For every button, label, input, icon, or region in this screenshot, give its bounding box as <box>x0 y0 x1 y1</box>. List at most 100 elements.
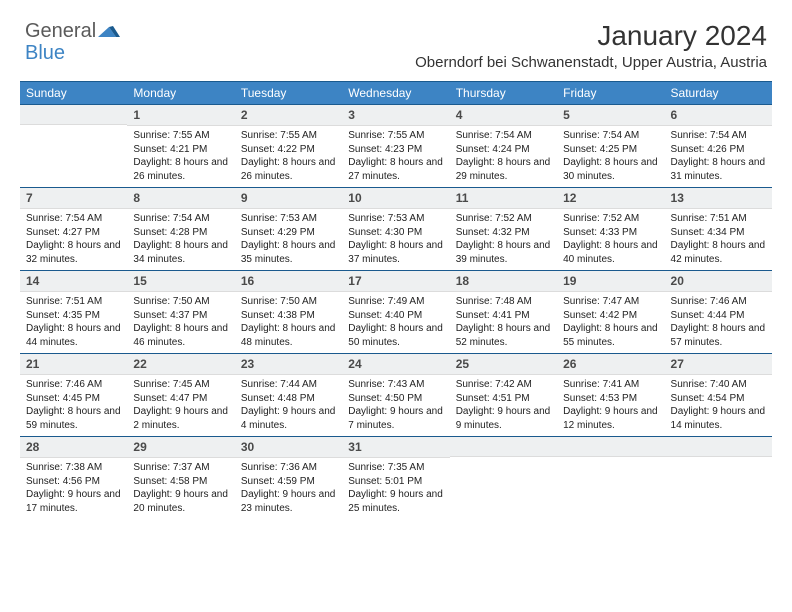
daylight-text: Daylight: 8 hours and 35 minutes. <box>241 239 336 266</box>
sunrise-text: Sunrise: 7:51 AM <box>671 212 766 226</box>
day-cell: 7Sunrise: 7:54 AMSunset: 4:27 PMDaylight… <box>20 188 127 270</box>
day-number: 2 <box>235 105 342 126</box>
calendar-table: SundayMondayTuesdayWednesdayThursdayFrid… <box>20 81 772 519</box>
day-number: 18 <box>450 271 557 292</box>
sunset-text: Sunset: 4:41 PM <box>456 309 551 323</box>
week-row: 1Sunrise: 7:55 AMSunset: 4:21 PMDaylight… <box>20 104 772 187</box>
daylight-text: Daylight: 8 hours and 59 minutes. <box>26 405 121 432</box>
daylight-text: Daylight: 8 hours and 52 minutes. <box>456 322 551 349</box>
day-cell: 28Sunrise: 7:38 AMSunset: 4:56 PMDayligh… <box>20 437 127 519</box>
week-row: 7Sunrise: 7:54 AMSunset: 4:27 PMDaylight… <box>20 187 772 270</box>
sunset-text: Sunset: 4:23 PM <box>348 143 443 157</box>
sunset-text: Sunset: 4:45 PM <box>26 392 121 406</box>
day-info: Sunrise: 7:54 AMSunset: 4:26 PMDaylight:… <box>665 126 772 187</box>
sunrise-text: Sunrise: 7:54 AM <box>26 212 121 226</box>
day-number: 14 <box>20 271 127 292</box>
day-cell <box>557 437 664 519</box>
daylight-text: Daylight: 8 hours and 50 minutes. <box>348 322 443 349</box>
daylight-text: Daylight: 9 hours and 23 minutes. <box>241 488 336 515</box>
day-cell: 10Sunrise: 7:53 AMSunset: 4:30 PMDayligh… <box>342 188 449 270</box>
week-row: 14Sunrise: 7:51 AMSunset: 4:35 PMDayligh… <box>20 270 772 353</box>
day-cell: 14Sunrise: 7:51 AMSunset: 4:35 PMDayligh… <box>20 271 127 353</box>
empty-day <box>665 437 772 457</box>
sunset-text: Sunset: 5:01 PM <box>348 475 443 489</box>
day-cell: 8Sunrise: 7:54 AMSunset: 4:28 PMDaylight… <box>127 188 234 270</box>
day-info: Sunrise: 7:37 AMSunset: 4:58 PMDaylight:… <box>127 458 234 519</box>
day-info: Sunrise: 7:53 AMSunset: 4:29 PMDaylight:… <box>235 209 342 270</box>
sunset-text: Sunset: 4:38 PM <box>241 309 336 323</box>
day-number: 3 <box>342 105 449 126</box>
day-number: 20 <box>665 271 772 292</box>
daylight-text: Daylight: 8 hours and 42 minutes. <box>671 239 766 266</box>
day-cell: 9Sunrise: 7:53 AMSunset: 4:29 PMDaylight… <box>235 188 342 270</box>
sunset-text: Sunset: 4:59 PM <box>241 475 336 489</box>
daylight-text: Daylight: 8 hours and 40 minutes. <box>563 239 658 266</box>
day-number: 29 <box>127 437 234 458</box>
day-info: Sunrise: 7:51 AMSunset: 4:35 PMDaylight:… <box>20 292 127 353</box>
day-info: Sunrise: 7:55 AMSunset: 4:23 PMDaylight:… <box>342 126 449 187</box>
empty-day <box>557 437 664 457</box>
sunrise-text: Sunrise: 7:44 AM <box>241 378 336 392</box>
sunset-text: Sunset: 4:58 PM <box>133 475 228 489</box>
sunrise-text: Sunrise: 7:54 AM <box>456 129 551 143</box>
daylight-text: Daylight: 8 hours and 57 minutes. <box>671 322 766 349</box>
week-row: 21Sunrise: 7:46 AMSunset: 4:45 PMDayligh… <box>20 353 772 436</box>
sunset-text: Sunset: 4:21 PM <box>133 143 228 157</box>
day-cell: 12Sunrise: 7:52 AMSunset: 4:33 PMDayligh… <box>557 188 664 270</box>
sunrise-text: Sunrise: 7:45 AM <box>133 378 228 392</box>
week-row: 28Sunrise: 7:38 AMSunset: 4:56 PMDayligh… <box>20 436 772 519</box>
sunset-text: Sunset: 4:44 PM <box>671 309 766 323</box>
day-cell: 27Sunrise: 7:40 AMSunset: 4:54 PMDayligh… <box>665 354 772 436</box>
sunset-text: Sunset: 4:50 PM <box>348 392 443 406</box>
day-info: Sunrise: 7:35 AMSunset: 5:01 PMDaylight:… <box>342 458 449 519</box>
day-cell: 16Sunrise: 7:50 AMSunset: 4:38 PMDayligh… <box>235 271 342 353</box>
day-cell: 1Sunrise: 7:55 AMSunset: 4:21 PMDaylight… <box>127 105 234 187</box>
day-number: 22 <box>127 354 234 375</box>
day-header: Saturday <box>665 82 772 104</box>
sunrise-text: Sunrise: 7:54 AM <box>133 212 228 226</box>
sunrise-text: Sunrise: 7:46 AM <box>671 295 766 309</box>
day-info: Sunrise: 7:51 AMSunset: 4:34 PMDaylight:… <box>665 209 772 270</box>
daylight-text: Daylight: 9 hours and 2 minutes. <box>133 405 228 432</box>
daylight-text: Daylight: 9 hours and 9 minutes. <box>456 405 551 432</box>
day-number: 15 <box>127 271 234 292</box>
sunrise-text: Sunrise: 7:48 AM <box>456 295 551 309</box>
day-cell: 25Sunrise: 7:42 AMSunset: 4:51 PMDayligh… <box>450 354 557 436</box>
sunset-text: Sunset: 4:28 PM <box>133 226 228 240</box>
sunrise-text: Sunrise: 7:55 AM <box>133 129 228 143</box>
day-cell: 24Sunrise: 7:43 AMSunset: 4:50 PMDayligh… <box>342 354 449 436</box>
day-header: Wednesday <box>342 82 449 104</box>
day-header: Thursday <box>450 82 557 104</box>
day-number: 28 <box>20 437 127 458</box>
day-info: Sunrise: 7:55 AMSunset: 4:22 PMDaylight:… <box>235 126 342 187</box>
sunrise-text: Sunrise: 7:55 AM <box>348 129 443 143</box>
sunset-text: Sunset: 4:56 PM <box>26 475 121 489</box>
day-cell: 19Sunrise: 7:47 AMSunset: 4:42 PMDayligh… <box>557 271 664 353</box>
sunrise-text: Sunrise: 7:52 AM <box>456 212 551 226</box>
daylight-text: Daylight: 8 hours and 46 minutes. <box>133 322 228 349</box>
day-number: 11 <box>450 188 557 209</box>
day-cell: 23Sunrise: 7:44 AMSunset: 4:48 PMDayligh… <box>235 354 342 436</box>
day-info: Sunrise: 7:54 AMSunset: 4:24 PMDaylight:… <box>450 126 557 187</box>
daylight-text: Daylight: 8 hours and 29 minutes. <box>456 156 551 183</box>
daylight-text: Daylight: 9 hours and 4 minutes. <box>241 405 336 432</box>
daylight-text: Daylight: 8 hours and 31 minutes. <box>671 156 766 183</box>
sunset-text: Sunset: 4:54 PM <box>671 392 766 406</box>
day-number: 7 <box>20 188 127 209</box>
day-info: Sunrise: 7:40 AMSunset: 4:54 PMDaylight:… <box>665 375 772 436</box>
day-cell: 21Sunrise: 7:46 AMSunset: 4:45 PMDayligh… <box>20 354 127 436</box>
logo: General Blue <box>25 20 120 64</box>
sunset-text: Sunset: 4:33 PM <box>563 226 658 240</box>
daylight-text: Daylight: 9 hours and 20 minutes. <box>133 488 228 515</box>
day-cell: 5Sunrise: 7:54 AMSunset: 4:25 PMDaylight… <box>557 105 664 187</box>
title-block: January 2024 Oberndorf bei Schwanenstadt… <box>415 20 767 71</box>
day-number: 17 <box>342 271 449 292</box>
sunrise-text: Sunrise: 7:41 AM <box>563 378 658 392</box>
day-cell: 11Sunrise: 7:52 AMSunset: 4:32 PMDayligh… <box>450 188 557 270</box>
sunrise-text: Sunrise: 7:54 AM <box>563 129 658 143</box>
month-title: January 2024 <box>415 20 767 52</box>
sunset-text: Sunset: 4:42 PM <box>563 309 658 323</box>
day-number: 25 <box>450 354 557 375</box>
daylight-text: Daylight: 8 hours and 37 minutes. <box>348 239 443 266</box>
day-info: Sunrise: 7:52 AMSunset: 4:33 PMDaylight:… <box>557 209 664 270</box>
